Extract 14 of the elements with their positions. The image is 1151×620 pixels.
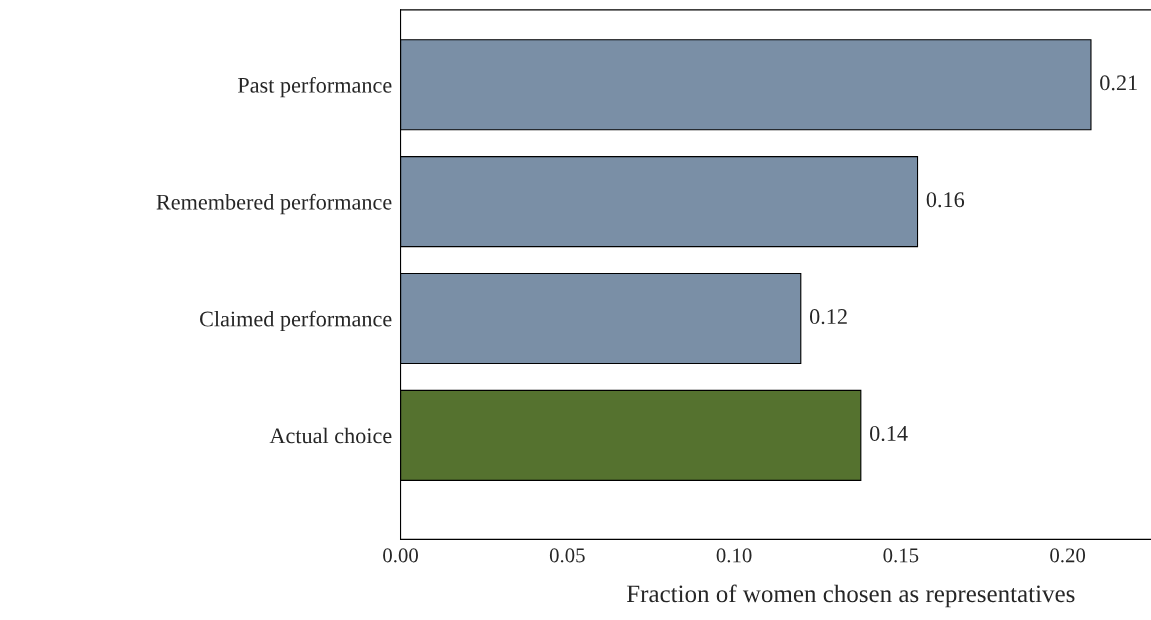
data-label: 0.14 — [870, 425, 908, 442]
text: 0.05 — [549, 548, 585, 563]
y-tick-label: Past performance — [237, 76, 392, 98]
y-tick-label: Actual choice — [269, 427, 392, 444]
data-label: 0.12 — [809, 309, 847, 325]
text: 0.15 — [883, 548, 919, 563]
data-label: 0.21 — [1100, 75, 1137, 91]
text: 0.00 — [383, 548, 418, 563]
y-tick-label: Claimed performance — [200, 310, 392, 332]
text: 0.10 — [716, 548, 752, 563]
y-tick-label: Remembered performance — [156, 193, 392, 215]
text: 0.20 — [1050, 548, 1086, 563]
data-label: 0.16 — [926, 192, 965, 208]
x-axis-title: Fraction of women chosen as representatives — [626, 584, 1075, 608]
